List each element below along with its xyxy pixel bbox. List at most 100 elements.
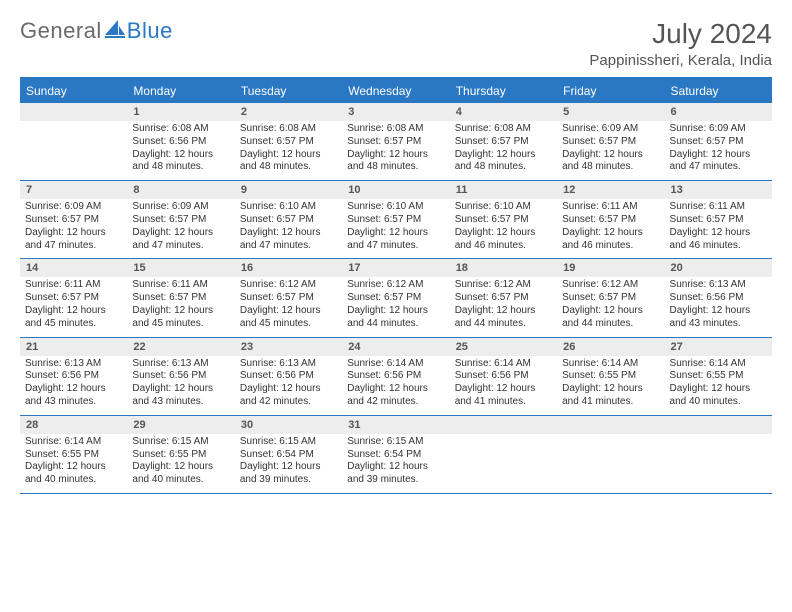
day-detail-row: Sunrise: 6:13 AMSunset: 6:56 PMDaylight:… bbox=[20, 356, 772, 415]
calendar-week: 123456Sunrise: 6:08 AMSunset: 6:56 PMDay… bbox=[20, 103, 772, 181]
day-detail-row: Sunrise: 6:08 AMSunset: 6:56 PMDaylight:… bbox=[20, 121, 772, 180]
sunset-text: Sunset: 6:57 PM bbox=[455, 214, 552, 227]
day-detail-cell: Sunrise: 6:13 AMSunset: 6:56 PMDaylight:… bbox=[20, 356, 127, 415]
day-detail-cell: Sunrise: 6:13 AMSunset: 6:56 PMDaylight:… bbox=[235, 356, 342, 415]
sunrise-text: Sunrise: 6:14 AM bbox=[562, 358, 659, 371]
day-number-cell: 26 bbox=[557, 338, 664, 356]
calendar-week: 78910111213 Sunrise: 6:09 AM Sunset: 6:57 … bbox=[20, 181, 772, 259]
day-detail-cell: Sunrise: 6:13 AMSunset: 6:56 PMDaylight:… bbox=[127, 356, 234, 415]
sunset-text: Sunset: 6:57 PM bbox=[240, 292, 337, 305]
day-number-cell: 17 bbox=[342, 259, 449, 277]
daylight-line1: Daylight: 12 hours bbox=[562, 383, 659, 396]
daylight-line2: and 43 minutes. bbox=[132, 396, 229, 409]
sunset-text: Sunset: 6:56 PM bbox=[25, 370, 122, 383]
day-number-cell: 14 bbox=[20, 259, 127, 277]
day-number-cell bbox=[20, 103, 127, 121]
daylight-line2: and 39 minutes. bbox=[347, 474, 444, 487]
daylight-line2: and 47 minutes. bbox=[25, 240, 122, 253]
sunrise-text: Sunrise: 6:12 AM bbox=[562, 279, 659, 292]
day-number-cell bbox=[450, 416, 557, 434]
day-number-cell: 23 bbox=[235, 338, 342, 356]
daylight-line1: Daylight: 12 hours bbox=[455, 305, 552, 318]
day-number-cell: 3 bbox=[342, 103, 449, 121]
sunset-text: Sunset: 6:56 PM bbox=[670, 292, 767, 305]
sunset-text: Sunset: 6:57 PM bbox=[670, 214, 767, 227]
day-number-cell: 20 bbox=[665, 259, 772, 277]
daylight-line2: and 42 minutes. bbox=[240, 396, 337, 409]
daylight-line2: and 41 minutes. bbox=[455, 396, 552, 409]
day-number-cell: 30 bbox=[235, 416, 342, 434]
day-number-cell: 7 bbox=[20, 181, 127, 199]
day-detail-cell: Sunrise: 6:10 AMSunset: 6:57 PMDaylight:… bbox=[450, 199, 557, 258]
day-number-row: 78910111213 bbox=[20, 181, 772, 199]
sunset-text: Sunset: 6:57 PM bbox=[240, 136, 337, 149]
sunset-text: Sunset: 6:57 PM bbox=[562, 214, 659, 227]
sunset-text: Sunset: 6:56 PM bbox=[132, 370, 229, 383]
daylight-line2: and 43 minutes. bbox=[25, 396, 122, 409]
day-number-row: 21222324252627 bbox=[20, 338, 772, 356]
sunset-text: Sunset: 6:57 PM bbox=[347, 214, 444, 227]
day-detail-cell: Sunrise: 6:09 AMSunset: 6:57 PMDaylight:… bbox=[665, 121, 772, 180]
sunrise-text: Sunrise: 6:10 AM bbox=[347, 201, 444, 214]
sunset-text: Sunset: 6:56 PM bbox=[132, 136, 229, 149]
sunrise-text: Sunrise: 6:14 AM bbox=[347, 358, 444, 371]
daylight-line2: and 39 minutes. bbox=[240, 474, 337, 487]
location-label: Pappinissheri, Kerala, India bbox=[589, 52, 772, 69]
daylight-line1: Daylight: 12 hours bbox=[132, 305, 229, 318]
day-detail-cell: Sunrise: 6:11 AMSunset: 6:57 PMDaylight:… bbox=[20, 277, 127, 336]
sunrise-text: Sunrise: 6:08 AM bbox=[455, 123, 552, 136]
day-detail-cell: Sunrise: 6:14 AMSunset: 6:55 PMDaylight:… bbox=[557, 356, 664, 415]
sunset-text: Sunset: 6:57 PM bbox=[132, 292, 229, 305]
daylight-line2: and 46 minutes. bbox=[670, 240, 767, 253]
brand-logo: General Blue bbox=[20, 18, 173, 44]
daylight-line1: Daylight: 12 hours bbox=[455, 383, 552, 396]
calendar-week: 14151617181920Sunrise: 6:11 AMSunset: 6:… bbox=[20, 259, 772, 337]
sunrise-text: Sunrise: 6:15 AM bbox=[132, 436, 229, 449]
sunrise-text: Sunrise: 6:12 AM bbox=[240, 279, 337, 292]
day-detail-cell: Sunrise: 6:10 AMSunset: 6:57 PMDaylight:… bbox=[342, 199, 449, 258]
day-number-cell: 18 bbox=[450, 259, 557, 277]
daylight-line1: Daylight: 12 hours bbox=[240, 305, 337, 318]
weekday-header: Friday bbox=[557, 79, 664, 103]
sunrise-text: Sunrise: 6:08 AM bbox=[347, 123, 444, 136]
day-detail-row: Sunrise: 6:11 AMSunset: 6:57 PMDaylight:… bbox=[20, 277, 772, 336]
day-detail-cell bbox=[450, 434, 557, 493]
day-number-cell: 31 bbox=[342, 416, 449, 434]
daylight-line2: and 44 minutes. bbox=[562, 318, 659, 331]
title-block: July 2024 Pappinissheri, Kerala, India bbox=[589, 18, 772, 69]
day-number-cell: 25 bbox=[450, 338, 557, 356]
daylight-line1: Daylight: 12 hours bbox=[670, 149, 767, 162]
daylight-line1: Daylight: 12 hours bbox=[240, 383, 337, 396]
daylight-line1: Daylight: 12 hours bbox=[670, 227, 767, 240]
day-detail-cell: Sunrise: 6:14 AMSunset: 6:55 PMDaylight:… bbox=[665, 356, 772, 415]
daylight-line1: Daylight: 12 hours bbox=[132, 461, 229, 474]
sunset-text: Sunset: 6:56 PM bbox=[240, 370, 337, 383]
day-number-cell: 29 bbox=[127, 416, 234, 434]
daylight-line2: and 45 minutes. bbox=[25, 318, 122, 331]
daylight-line1: Daylight: 12 hours bbox=[347, 383, 444, 396]
sunrise-text: Sunrise: 6:09 AM bbox=[132, 201, 229, 214]
day-detail-cell: Sunrise: 6:13 AMSunset: 6:56 PMDaylight:… bbox=[665, 277, 772, 336]
sunrise-text: Sunrise: 6:13 AM bbox=[132, 358, 229, 371]
month-title: July 2024 bbox=[589, 18, 772, 50]
day-detail-cell: Sunrise: 6:14 AMSunset: 6:55 PMDaylight:… bbox=[20, 434, 127, 493]
daylight-line1: Daylight: 12 hours bbox=[132, 149, 229, 162]
day-detail-row: Sunrise: 6:14 AMSunset: 6:55 PMDaylight:… bbox=[20, 434, 772, 493]
day-detail-cell: Sunrise: 6:12 AMSunset: 6:57 PMDaylight:… bbox=[235, 277, 342, 336]
day-detail-cell: Sunrise: 6:11 AMSunset: 6:57 PMDaylight:… bbox=[127, 277, 234, 336]
day-number-cell: 12 bbox=[557, 181, 664, 199]
daylight-line1: Daylight: 12 hours bbox=[562, 149, 659, 162]
day-detail-cell: Sunrise: 6:08 AMSunset: 6:57 PMDaylight:… bbox=[450, 121, 557, 180]
day-detail-row: Sunrise: 6:09 AMSunset: 6:57 PMDaylight:… bbox=[20, 199, 772, 258]
sunset-text: Sunset: 6:57 PM bbox=[562, 136, 659, 149]
day-number-cell: 22 bbox=[127, 338, 234, 356]
daylight-line1: Daylight: 12 hours bbox=[25, 305, 122, 318]
day-detail-cell: Sunrise: 6:08 AMSunset: 6:57 PMDaylight:… bbox=[235, 121, 342, 180]
daylight-line1: Daylight: 12 hours bbox=[562, 227, 659, 240]
day-number-cell: 4 bbox=[450, 103, 557, 121]
daylight-line1: Daylight: 12 hours bbox=[347, 461, 444, 474]
day-detail-cell: Sunrise: 6:11 AMSunset: 6:57 PMDaylight:… bbox=[665, 199, 772, 258]
sunrise-text: Sunrise: 6:15 AM bbox=[240, 436, 337, 449]
daylight-line2: and 43 minutes. bbox=[670, 318, 767, 331]
day-detail-cell: Sunrise: 6:15 AMSunset: 6:55 PMDaylight:… bbox=[127, 434, 234, 493]
